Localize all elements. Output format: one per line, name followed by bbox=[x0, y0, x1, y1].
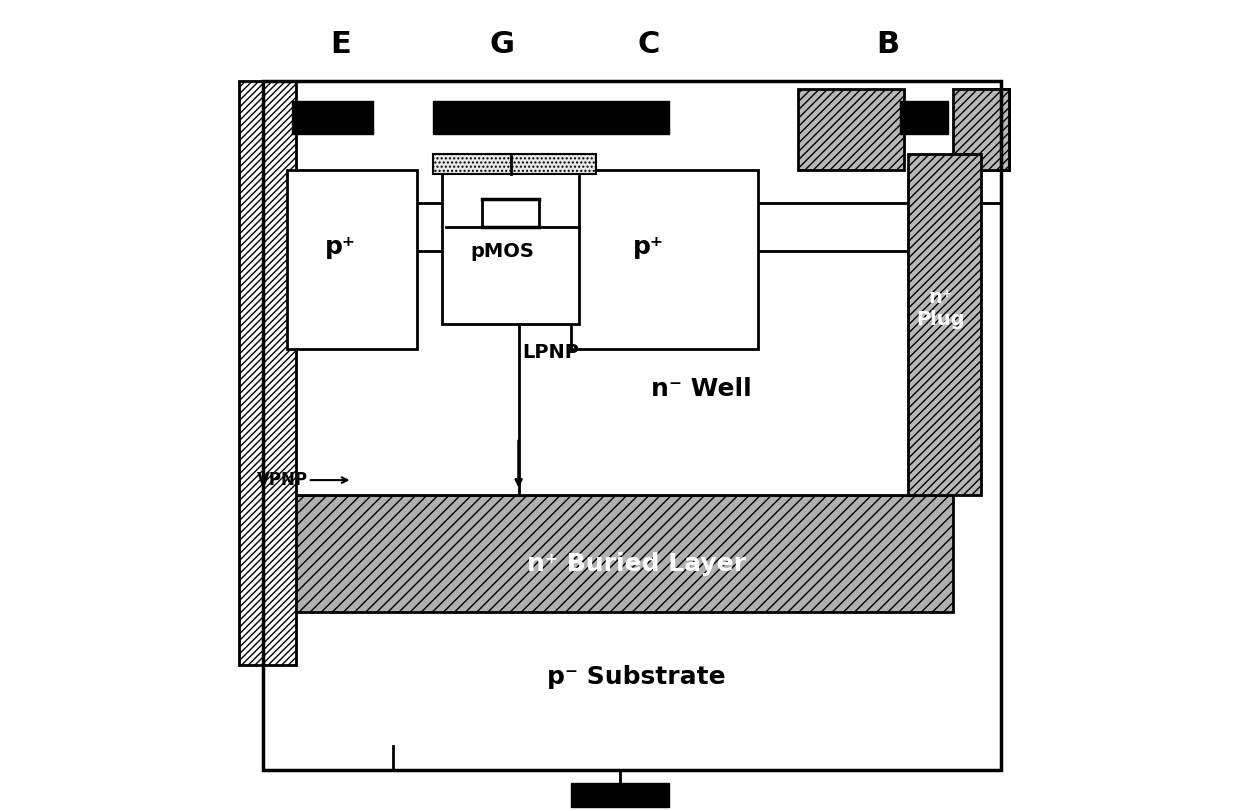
Text: pMOS: pMOS bbox=[470, 242, 534, 261]
Bar bbox=[263, 203, 1001, 770]
Text: E: E bbox=[330, 30, 351, 59]
Bar bbox=[239, 81, 295, 665]
Bar bbox=[900, 101, 949, 134]
Bar bbox=[961, 89, 1009, 170]
Text: C: C bbox=[637, 30, 660, 59]
Text: G: G bbox=[490, 30, 515, 59]
Bar bbox=[291, 101, 373, 134]
Bar bbox=[572, 170, 758, 349]
Bar bbox=[908, 154, 981, 495]
Text: B: B bbox=[877, 30, 899, 59]
Text: LPNP: LPNP bbox=[523, 343, 579, 363]
Text: n⁻ Well: n⁻ Well bbox=[651, 377, 751, 401]
Bar bbox=[279, 251, 952, 495]
Bar bbox=[799, 89, 904, 170]
Bar bbox=[572, 783, 668, 807]
Bar bbox=[263, 81, 1001, 770]
Bar bbox=[595, 101, 668, 134]
Bar bbox=[279, 495, 952, 612]
Text: n⁺
Plug: n⁺ Plug bbox=[916, 288, 965, 328]
Text: p⁺: p⁺ bbox=[325, 235, 356, 260]
Bar bbox=[434, 154, 595, 174]
Bar bbox=[952, 89, 1009, 170]
Text: p⁻ Substrate: p⁻ Substrate bbox=[547, 665, 725, 689]
Text: n⁺ Buried Layer: n⁺ Buried Layer bbox=[527, 551, 745, 576]
Bar bbox=[441, 162, 579, 324]
Bar bbox=[434, 101, 595, 134]
Text: VPNP: VPNP bbox=[257, 471, 308, 489]
Bar bbox=[288, 170, 417, 349]
Text: p⁺: p⁺ bbox=[632, 235, 663, 260]
